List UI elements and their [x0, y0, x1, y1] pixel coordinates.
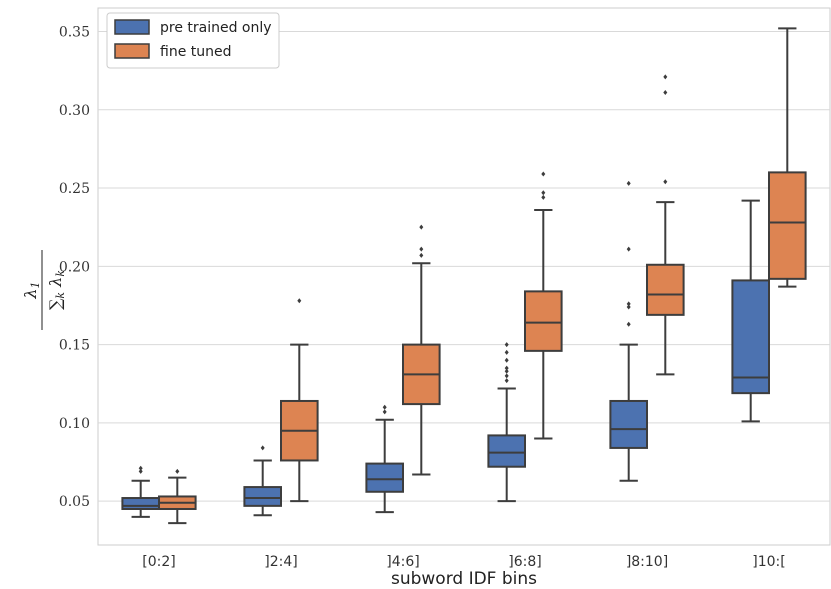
outlier-point-2 — [626, 301, 631, 307]
box-body — [243, 486, 282, 507]
x-tick-label-3: ]6:8] — [508, 554, 541, 570]
legend-box — [106, 12, 280, 69]
y-tick-label-2: 0.15 — [59, 338, 90, 354]
x-tick-label-1: ]2:4] — [264, 554, 297, 570]
box-0-3 — [487, 342, 526, 503]
box-body — [731, 279, 771, 395]
box-1-2 — [402, 224, 441, 476]
outlier-point-2 — [663, 74, 668, 80]
x-tick-label-2: ]4:6] — [386, 554, 419, 570]
box-1-4 — [646, 74, 685, 376]
outlier-point-2 — [541, 171, 546, 177]
box-body — [646, 263, 685, 316]
y-tick-label-1: 0.10 — [59, 416, 90, 432]
legend-label-pretrained: pre trained only — [160, 20, 272, 36]
box-0-2 — [365, 404, 404, 514]
box-body — [768, 171, 807, 280]
outlier-point-2 — [419, 224, 424, 230]
outlier-point-4 — [626, 180, 631, 186]
boxes — [121, 27, 807, 525]
y-axis-label: λ1 ∑k λk — [21, 250, 67, 330]
x-tick-label-0: [0:2] — [142, 554, 175, 570]
y-tick-label-0: 0.05 — [59, 494, 90, 510]
outlier-point-0 — [382, 409, 387, 415]
outlier-point-1 — [138, 465, 143, 471]
outlier-point-6 — [504, 342, 509, 348]
outlier-point-0 — [297, 298, 302, 304]
outlier-point-0 — [260, 445, 265, 451]
x-tick-label-5: ]10:[ — [752, 554, 785, 570]
outlier-point-1 — [382, 404, 387, 410]
outlier-point-1 — [541, 190, 546, 196]
legend-swatch-pretrained — [114, 19, 150, 35]
outlier-point-0 — [626, 321, 631, 327]
y-tick-labels: 0.05 0.10 0.15 0.20 0.25 0.30 0.35 — [59, 24, 90, 510]
x-axis-label: subword IDF bins — [391, 569, 537, 589]
outlier-point-4 — [504, 357, 509, 363]
legend-label-finetuned: fine tuned — [160, 44, 232, 60]
box-1-1 — [280, 298, 319, 503]
legend-swatch-finetuned — [114, 43, 150, 59]
svg-text:λ1: λ1 — [21, 281, 42, 299]
outlier-point-3 — [626, 246, 631, 252]
outlier-point-1 — [419, 246, 424, 252]
box-body — [365, 462, 404, 493]
outlier-point-1 — [504, 373, 509, 379]
y-tick-label-6: 0.35 — [59, 24, 90, 40]
outlier-point-0 — [663, 179, 668, 185]
outlier-point-3 — [504, 365, 509, 371]
outlier-point-2 — [504, 368, 509, 374]
box-1-5 — [768, 27, 807, 288]
box-body — [487, 434, 526, 468]
box-1-0 — [158, 468, 197, 525]
box-1-3 — [524, 171, 563, 440]
outlier-point-0 — [419, 252, 424, 258]
outlier-point-1 — [626, 304, 631, 310]
outlier-point-1 — [663, 90, 668, 96]
legend: pre trained only fine tuned — [106, 12, 280, 69]
svg-text:∑k λk: ∑k λk — [46, 270, 67, 310]
outlier-point-5 — [504, 349, 509, 355]
plot-area — [97, 7, 831, 546]
y-tick-label-3: 0.20 — [59, 259, 90, 275]
box-0-5 — [731, 199, 771, 423]
box-0-1 — [243, 445, 282, 517]
x-tick-labels: [0:2] ]2:4] ]4:6] ]6:8] ]8:10] ]10:[ — [142, 554, 785, 570]
outlier-point-0 — [175, 468, 180, 474]
outlier-point-0 — [504, 378, 509, 384]
outlier-point-0 — [541, 194, 546, 200]
x-tick-label-4: ]8:10] — [626, 554, 668, 570]
box-body — [524, 290, 563, 352]
box-body — [609, 399, 649, 449]
outlier-point-0 — [138, 468, 143, 474]
y-tick-label-5: 0.30 — [59, 103, 90, 119]
y-tick-label-4: 0.25 — [59, 181, 90, 197]
box-body — [121, 497, 160, 510]
box-0-4 — [609, 180, 649, 482]
